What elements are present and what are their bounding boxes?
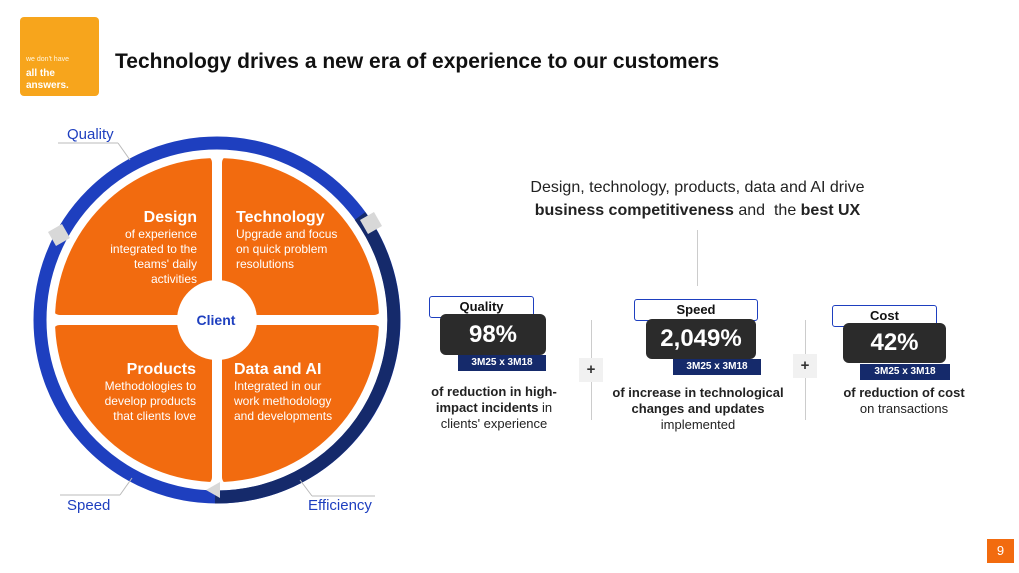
quadrant-products-text: Products Methodologies to develop produc… (92, 362, 196, 424)
logo-line-2: all the answers. (26, 68, 69, 91)
quadrant-body: Integrated in our work methodology and d… (234, 379, 333, 423)
center-label: Client (196, 312, 236, 328)
quadrant-heading: Products (126, 361, 196, 378)
label-efficiency: Efficiency (308, 497, 372, 514)
headline-bold-1: business competitiveness (534, 202, 734, 219)
quadrant-heading: Technology (236, 209, 325, 226)
metric-quality-badge: 3M25 x 3M18 (458, 355, 546, 371)
metric-desc-normal: implemented (660, 417, 736, 432)
metric-desc-bold: of reduction of cost (843, 385, 965, 400)
headline-mid: and the (733, 202, 801, 219)
connector-line (697, 230, 698, 286)
headline-line-1: Design, technology, products, data and A… (530, 179, 865, 196)
plus-sign: + (793, 354, 817, 378)
metric-speed-desc: of increase in technological changes and… (602, 385, 794, 433)
label-quality: Quality (67, 126, 114, 143)
label-speed: Speed (67, 497, 111, 514)
client-cycle-diagram (33, 136, 401, 504)
metric-desc-bold: of increase in technological changes and… (612, 385, 784, 416)
metric-desc-normal: on transactions (859, 401, 949, 416)
quadrant-technology-text: Technology Upgrade and focus on quick pr… (236, 210, 346, 272)
center-circle (177, 280, 257, 360)
metric-quality-value: 98% (440, 314, 546, 355)
chevron-icon (206, 482, 220, 498)
quadrant-data-ai-text: Data and AI Integrated in our work metho… (234, 362, 346, 424)
metric-speed-label: Speed (634, 299, 758, 321)
metric-desc-bold: of reduction in high-impact incidents (431, 384, 557, 415)
quadrant-body: Methodologies to develop products that c… (104, 379, 196, 423)
metric-speed-value: 2,049% (646, 319, 756, 359)
metric-cost-desc: of reduction of cost on transactions (836, 385, 972, 417)
metric-cost-value: 42% (843, 323, 946, 363)
quadrant-design-text: Design of experience integrated to the t… (100, 210, 197, 287)
outer-ring-dark-arc (214, 212, 401, 504)
logo-line-1: we don't have (26, 56, 69, 63)
plus-sign: + (579, 358, 603, 382)
chevron-icon (360, 212, 382, 234)
metric-speed-badge: 3M25 x 3M18 (673, 359, 761, 375)
headline-bold-2: best UX (800, 202, 861, 219)
metric-cost-badge: 3M25 x 3M18 (860, 364, 950, 380)
headline: Design, technology, products, data and A… (480, 176, 915, 222)
brand-logo: we don't have all the answers. (20, 17, 99, 96)
chevron-icon (48, 224, 70, 246)
slide-title: Technology drives a new era of experienc… (115, 50, 720, 73)
page-number: 9 (987, 539, 1014, 563)
quadrant-body: Upgrade and focus on quick problem resol… (236, 227, 338, 271)
quadrant-heading: Design (143, 209, 197, 226)
quadrant-heading: Data and AI (234, 361, 322, 378)
metric-quality-desc: of reduction in high-impact incidents in… (420, 384, 568, 432)
metric-desc-normal: in clients' experience (440, 400, 553, 431)
quadrant-body: of experience integrated to the teams' d… (110, 227, 197, 286)
